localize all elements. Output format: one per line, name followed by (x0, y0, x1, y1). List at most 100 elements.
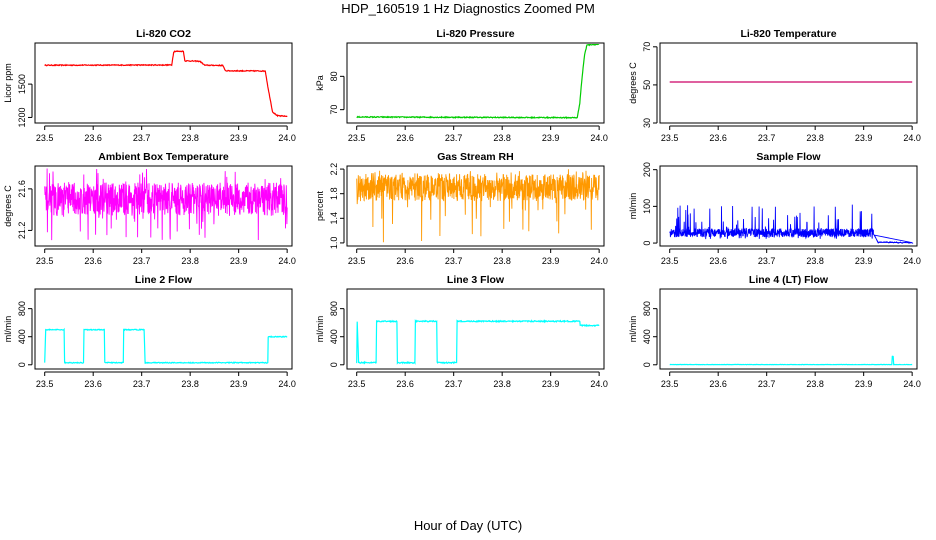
plot-frame (346, 165, 605, 247)
x-tick-label: 23.5 (661, 133, 679, 143)
panel-li820_temp: Li-820 Temperature degrees C 23.5 23.6 23.7 2… (628, 28, 921, 143)
y-axis-label: ml/min (628, 316, 638, 343)
y-tick-label: 70 (329, 105, 339, 115)
panel-title: Li-820 CO2 (136, 28, 191, 40)
plot-frame (659, 42, 918, 124)
x-tick-label: 24.0 (278, 256, 296, 266)
x-tick-label: 23.8 (806, 256, 824, 266)
plot-frame (346, 288, 605, 370)
y-tick-label: 800 (329, 301, 339, 316)
x-tick-label: 23.6 (84, 379, 102, 389)
panel-title: Li-820 Pressure (436, 28, 514, 40)
series-line-line2_flow (44, 327, 288, 365)
panel-ambient_temp: Ambient Box Temperature degrees C 23.5 23.6… (3, 151, 296, 266)
x-tick-label: 24.0 (903, 379, 921, 389)
x-tick-label: 23.9 (542, 379, 560, 389)
y-axis-label: Licor ppm (3, 63, 13, 103)
y-tick-label: 400 (329, 329, 339, 344)
y-tick-label: 50 (642, 80, 652, 90)
x-tick-label: 23.9 (542, 256, 560, 266)
x-tick-label: 23.6 (396, 256, 414, 266)
plot-frame (34, 165, 293, 247)
x-tick-label: 23.9 (855, 256, 873, 266)
panel-rh: Gas Stream RH percent 23.5 23.6 23.7 23.8 23.9… (315, 151, 608, 266)
x-tick-label: 23.7 (758, 133, 776, 143)
x-tick-label: 24.0 (590, 379, 608, 389)
y-axis-label: degrees C (628, 62, 638, 104)
y-tick-label: 0 (329, 362, 339, 367)
x-tick-label: 23.9 (855, 133, 873, 143)
x-tick-label: 23.8 (181, 133, 199, 143)
x-tick-label: 23.8 (493, 133, 511, 143)
x-tick-label: 23.6 (709, 256, 727, 266)
x-tick-label: 24.0 (903, 133, 921, 143)
x-tick-label: 23.6 (396, 379, 414, 389)
figure-title: HDP_160519 1 Hz Diagnostics Zoomed PM (341, 1, 595, 16)
panel-title: Li-820 Temperature (740, 28, 836, 40)
series-line-co2 (44, 50, 288, 118)
x-tick-label: 23.5 (36, 256, 54, 266)
y-axis-label: kPa (315, 75, 325, 91)
y-tick-label: 0 (17, 362, 27, 367)
series-line-line3_flow (356, 318, 600, 365)
y-tick-label: 800 (17, 301, 27, 316)
x-tick-label: 23.9 (855, 379, 873, 389)
y-tick-label: 70 (642, 42, 652, 52)
x-tick-label: 23.8 (806, 379, 824, 389)
x-tick-label: 23.6 (709, 379, 727, 389)
x-tick-label: 23.7 (758, 379, 776, 389)
x-tick-label: 23.9 (230, 133, 248, 143)
x-tick-label: 23.6 (709, 133, 727, 143)
y-tick-label: 100 (642, 199, 652, 214)
y-tick-label: 1.4 (329, 212, 339, 225)
x-axis-title: Hour of Day (UTC) (413, 518, 523, 533)
y-tick-label: 0 (642, 241, 652, 246)
x-tick-label: 23.7 (758, 256, 776, 266)
y-tick-label: 400 (642, 329, 652, 344)
panel-line4_flow: Line 4 (LT) Flow ml/min 23.5 23.6 23.7 23.8 23… (628, 274, 921, 389)
y-axis-label: ml/min (628, 193, 638, 220)
x-tick-label: 23.6 (84, 256, 102, 266)
panel-title: Line 4 (LT) Flow (749, 274, 829, 286)
x-tick-label: 23.8 (493, 256, 511, 266)
panel-title: Line 3 Flow (447, 274, 505, 286)
x-tick-label: 23.7 (133, 256, 151, 266)
y-tick-label: 800 (642, 301, 652, 316)
x-tick-label: 23.5 (36, 379, 54, 389)
x-tick-label: 23.8 (493, 379, 511, 389)
panel-title: Sample Flow (756, 151, 821, 163)
y-tick-label: 80 (329, 71, 339, 81)
series-line-sample_flow (669, 204, 914, 244)
y-axis-label: percent (315, 190, 325, 221)
plot-frame (659, 288, 918, 370)
y-axis-label: ml/min (3, 316, 13, 343)
x-tick-label: 24.0 (278, 379, 296, 389)
x-tick-label: 23.7 (133, 133, 151, 143)
series-line-ambient_temp (44, 168, 288, 241)
panel-title: Ambient Box Temperature (98, 151, 229, 163)
panel-line3_flow: Line 3 Flow ml/min 23.5 23.6 23.7 23.8 23.9 24.… (315, 274, 608, 389)
y-tick-label: 30 (642, 118, 652, 128)
plot-frame (34, 288, 293, 370)
series-line-rh (356, 169, 600, 243)
plot-frame (346, 42, 605, 124)
x-tick-label: 23.9 (230, 256, 248, 266)
x-tick-label: 23.7 (445, 379, 463, 389)
x-tick-label: 24.0 (590, 256, 608, 266)
plot-frame (34, 42, 293, 124)
x-tick-label: 23.5 (348, 379, 366, 389)
y-tick-label: 1200 (17, 107, 27, 127)
x-tick-label: 23.5 (348, 256, 366, 266)
x-tick-label: 23.7 (445, 133, 463, 143)
panel-title: Line 2 Flow (135, 274, 193, 286)
x-tick-label: 24.0 (590, 133, 608, 143)
y-tick-label: 400 (17, 329, 27, 344)
panel-title: Gas Stream RH (437, 151, 513, 163)
plot-frame (659, 165, 918, 247)
panel-sample_flow: Sample Flow ml/min 23.5 23.6 23.7 23.8 23.9 24.… (628, 151, 921, 266)
x-tick-label: 24.0 (278, 133, 296, 143)
x-tick-label: 23.5 (348, 133, 366, 143)
y-tick-label: 21.6 (17, 180, 27, 198)
y-axis-label: ml/min (315, 316, 325, 343)
